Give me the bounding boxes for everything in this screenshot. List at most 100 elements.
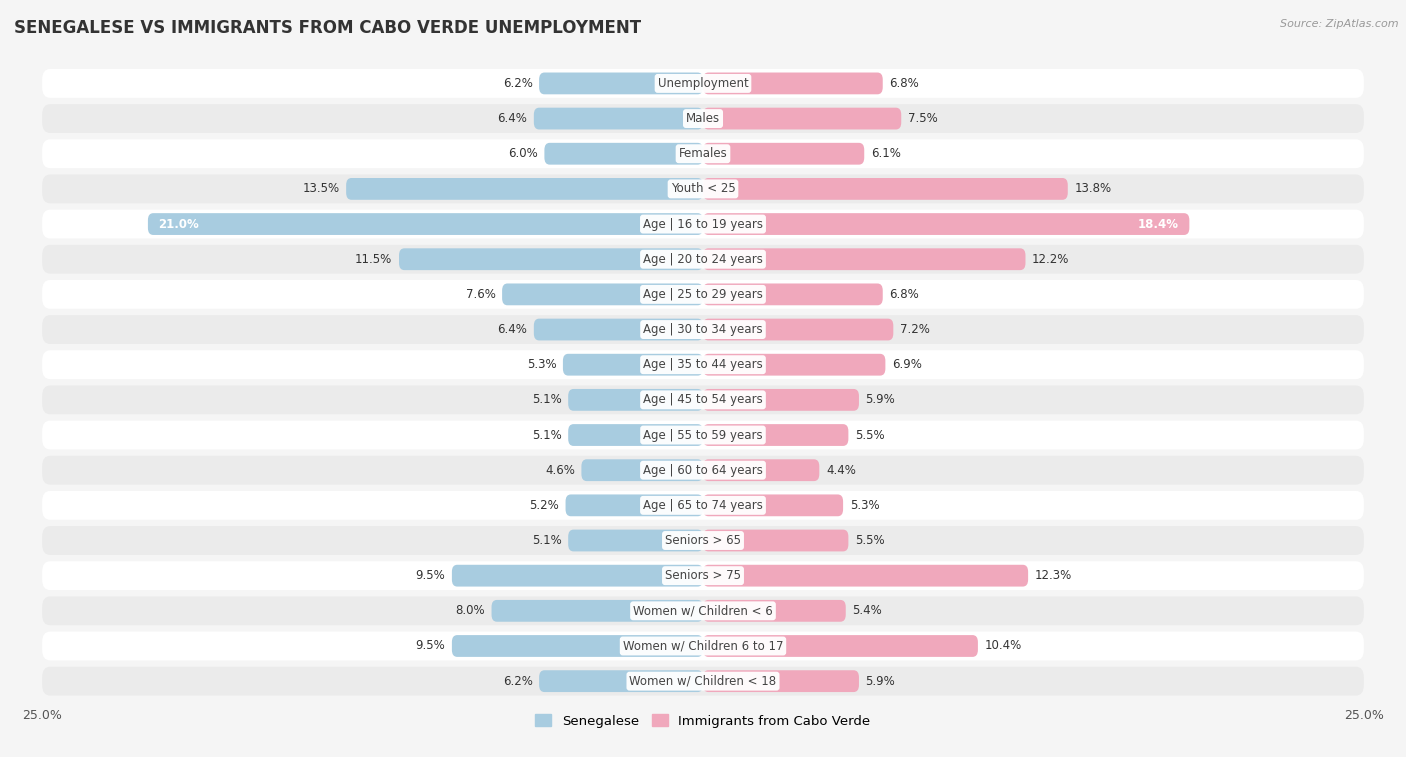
Legend: Senegalese, Immigrants from Cabo Verde: Senegalese, Immigrants from Cabo Verde bbox=[530, 709, 876, 733]
FancyBboxPatch shape bbox=[42, 350, 1364, 379]
Text: Age | 55 to 59 years: Age | 55 to 59 years bbox=[643, 428, 763, 441]
FancyBboxPatch shape bbox=[703, 319, 893, 341]
Text: Age | 35 to 44 years: Age | 35 to 44 years bbox=[643, 358, 763, 371]
FancyBboxPatch shape bbox=[703, 530, 848, 551]
Text: Age | 45 to 54 years: Age | 45 to 54 years bbox=[643, 394, 763, 407]
FancyBboxPatch shape bbox=[42, 174, 1364, 204]
FancyBboxPatch shape bbox=[703, 635, 979, 657]
FancyBboxPatch shape bbox=[42, 421, 1364, 450]
Text: Males: Males bbox=[686, 112, 720, 125]
FancyBboxPatch shape bbox=[42, 385, 1364, 414]
Text: Women w/ Children < 6: Women w/ Children < 6 bbox=[633, 604, 773, 617]
FancyBboxPatch shape bbox=[346, 178, 703, 200]
FancyBboxPatch shape bbox=[451, 635, 703, 657]
FancyBboxPatch shape bbox=[451, 565, 703, 587]
Text: Women w/ Children 6 to 17: Women w/ Children 6 to 17 bbox=[623, 640, 783, 653]
Text: Women w/ Children < 18: Women w/ Children < 18 bbox=[630, 674, 776, 687]
FancyBboxPatch shape bbox=[42, 69, 1364, 98]
FancyBboxPatch shape bbox=[538, 73, 703, 95]
Text: Seniors > 65: Seniors > 65 bbox=[665, 534, 741, 547]
Text: Age | 60 to 64 years: Age | 60 to 64 years bbox=[643, 464, 763, 477]
Text: Source: ZipAtlas.com: Source: ZipAtlas.com bbox=[1281, 19, 1399, 29]
FancyBboxPatch shape bbox=[42, 667, 1364, 696]
Text: 6.8%: 6.8% bbox=[890, 77, 920, 90]
Text: 5.5%: 5.5% bbox=[855, 428, 884, 441]
Text: 5.4%: 5.4% bbox=[852, 604, 882, 617]
FancyBboxPatch shape bbox=[568, 530, 703, 551]
Text: 5.3%: 5.3% bbox=[527, 358, 557, 371]
Text: 6.1%: 6.1% bbox=[870, 148, 901, 160]
Text: 6.9%: 6.9% bbox=[891, 358, 922, 371]
Text: 5.1%: 5.1% bbox=[531, 394, 561, 407]
Text: Age | 30 to 34 years: Age | 30 to 34 years bbox=[643, 323, 763, 336]
FancyBboxPatch shape bbox=[703, 670, 859, 692]
Text: 4.4%: 4.4% bbox=[825, 464, 856, 477]
Text: Unemployment: Unemployment bbox=[658, 77, 748, 90]
FancyBboxPatch shape bbox=[703, 248, 1025, 270]
Text: 6.2%: 6.2% bbox=[502, 674, 533, 687]
FancyBboxPatch shape bbox=[703, 213, 1189, 235]
Text: 21.0%: 21.0% bbox=[159, 217, 200, 231]
FancyBboxPatch shape bbox=[148, 213, 703, 235]
Text: 10.4%: 10.4% bbox=[984, 640, 1022, 653]
Text: 11.5%: 11.5% bbox=[356, 253, 392, 266]
Text: 9.5%: 9.5% bbox=[416, 569, 446, 582]
FancyBboxPatch shape bbox=[42, 245, 1364, 273]
Text: 8.0%: 8.0% bbox=[456, 604, 485, 617]
FancyBboxPatch shape bbox=[703, 73, 883, 95]
FancyBboxPatch shape bbox=[562, 354, 703, 375]
FancyBboxPatch shape bbox=[703, 354, 886, 375]
Text: 5.2%: 5.2% bbox=[529, 499, 560, 512]
Text: 4.6%: 4.6% bbox=[546, 464, 575, 477]
Text: Age | 20 to 24 years: Age | 20 to 24 years bbox=[643, 253, 763, 266]
FancyBboxPatch shape bbox=[399, 248, 703, 270]
Text: Females: Females bbox=[679, 148, 727, 160]
Text: 13.5%: 13.5% bbox=[302, 182, 339, 195]
FancyBboxPatch shape bbox=[582, 459, 703, 481]
FancyBboxPatch shape bbox=[544, 143, 703, 164]
FancyBboxPatch shape bbox=[42, 280, 1364, 309]
FancyBboxPatch shape bbox=[703, 600, 846, 621]
FancyBboxPatch shape bbox=[42, 631, 1364, 660]
FancyBboxPatch shape bbox=[42, 104, 1364, 133]
Text: 7.5%: 7.5% bbox=[908, 112, 938, 125]
FancyBboxPatch shape bbox=[703, 389, 859, 411]
Text: 5.1%: 5.1% bbox=[531, 534, 561, 547]
FancyBboxPatch shape bbox=[703, 424, 848, 446]
FancyBboxPatch shape bbox=[703, 107, 901, 129]
FancyBboxPatch shape bbox=[703, 283, 883, 305]
Text: 6.4%: 6.4% bbox=[498, 112, 527, 125]
Text: 5.3%: 5.3% bbox=[849, 499, 879, 512]
Text: Age | 25 to 29 years: Age | 25 to 29 years bbox=[643, 288, 763, 301]
Text: 7.6%: 7.6% bbox=[465, 288, 495, 301]
FancyBboxPatch shape bbox=[42, 491, 1364, 520]
FancyBboxPatch shape bbox=[42, 456, 1364, 484]
Text: SENEGALESE VS IMMIGRANTS FROM CABO VERDE UNEMPLOYMENT: SENEGALESE VS IMMIGRANTS FROM CABO VERDE… bbox=[14, 19, 641, 37]
Text: 12.2%: 12.2% bbox=[1032, 253, 1070, 266]
FancyBboxPatch shape bbox=[703, 494, 844, 516]
Text: 6.0%: 6.0% bbox=[508, 148, 537, 160]
Text: 9.5%: 9.5% bbox=[416, 640, 446, 653]
FancyBboxPatch shape bbox=[42, 210, 1364, 238]
FancyBboxPatch shape bbox=[42, 561, 1364, 590]
Text: 7.2%: 7.2% bbox=[900, 323, 929, 336]
Text: 6.8%: 6.8% bbox=[890, 288, 920, 301]
FancyBboxPatch shape bbox=[42, 139, 1364, 168]
FancyBboxPatch shape bbox=[703, 143, 865, 164]
FancyBboxPatch shape bbox=[42, 597, 1364, 625]
Text: 5.1%: 5.1% bbox=[531, 428, 561, 441]
FancyBboxPatch shape bbox=[565, 494, 703, 516]
FancyBboxPatch shape bbox=[703, 565, 1028, 587]
Text: 13.8%: 13.8% bbox=[1074, 182, 1112, 195]
Text: 5.9%: 5.9% bbox=[866, 394, 896, 407]
Text: Seniors > 75: Seniors > 75 bbox=[665, 569, 741, 582]
Text: 5.5%: 5.5% bbox=[855, 534, 884, 547]
Text: 12.3%: 12.3% bbox=[1035, 569, 1071, 582]
FancyBboxPatch shape bbox=[42, 315, 1364, 344]
Text: 18.4%: 18.4% bbox=[1137, 217, 1178, 231]
Text: 6.2%: 6.2% bbox=[502, 77, 533, 90]
FancyBboxPatch shape bbox=[492, 600, 703, 621]
Text: Youth < 25: Youth < 25 bbox=[671, 182, 735, 195]
FancyBboxPatch shape bbox=[568, 389, 703, 411]
FancyBboxPatch shape bbox=[568, 424, 703, 446]
